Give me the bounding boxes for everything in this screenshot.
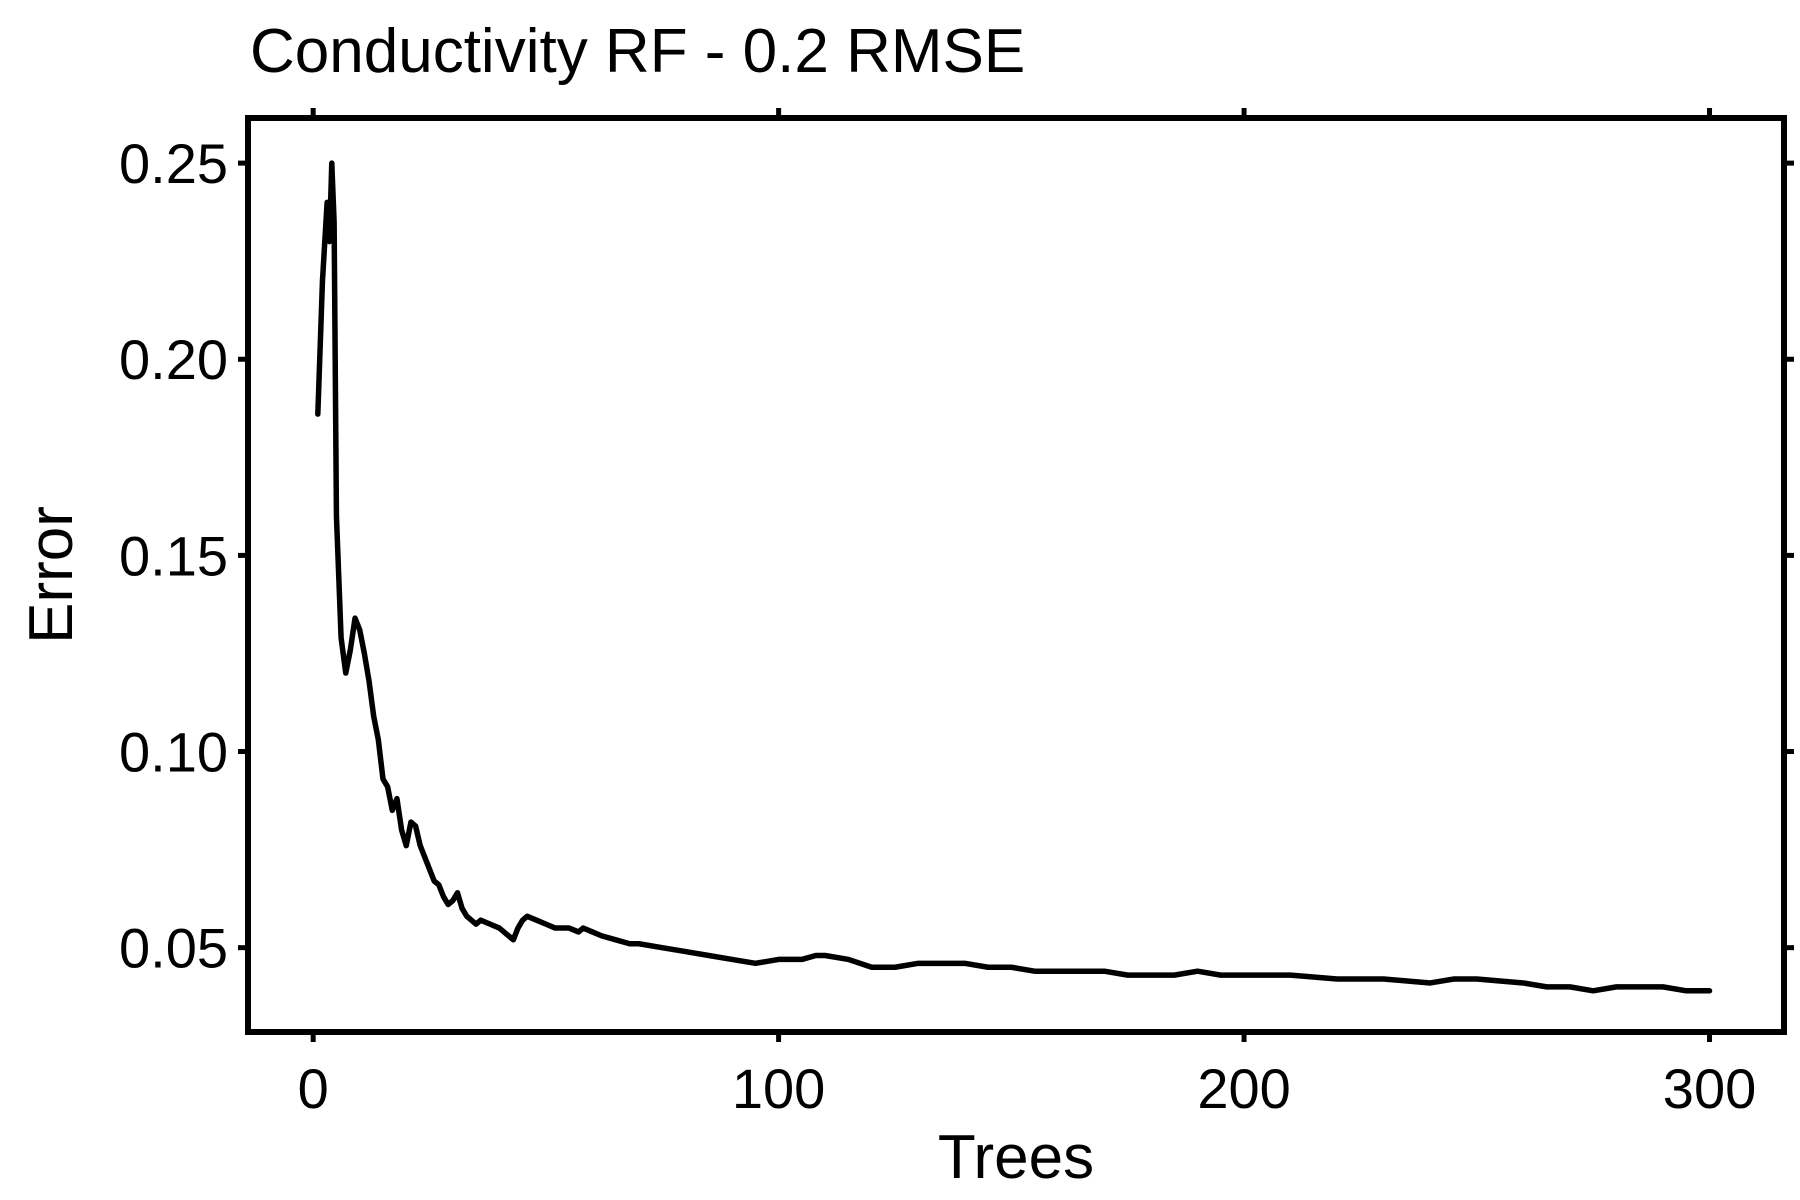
y-tick-label: 0.15 — [119, 524, 228, 587]
y-tick-label: 0.20 — [119, 328, 228, 391]
y-tick-label: 0.10 — [119, 721, 228, 784]
chart-title: Conductivity RF - 0.2 RMSE — [250, 17, 1025, 86]
x-tick-label: 200 — [1197, 1057, 1290, 1120]
y-axis-label: Error — [17, 506, 86, 644]
y-tick-label: 0.25 — [119, 132, 228, 195]
plot-frame — [245, 115, 1787, 1035]
x-tick-label: 0 — [298, 1057, 329, 1120]
x-axis-label: Trees — [938, 1123, 1094, 1192]
y-tick-label: 0.05 — [119, 917, 228, 980]
x-tick-label: 300 — [1663, 1057, 1756, 1120]
error-series-line — [315, 160, 1713, 994]
x-axis-ticks: 0 100 200 300 — [298, 108, 1756, 1120]
x-tick-label: 100 — [732, 1057, 825, 1120]
y-axis-ticks: 0.05 0.10 0.15 0.20 0.25 — [119, 132, 1794, 980]
